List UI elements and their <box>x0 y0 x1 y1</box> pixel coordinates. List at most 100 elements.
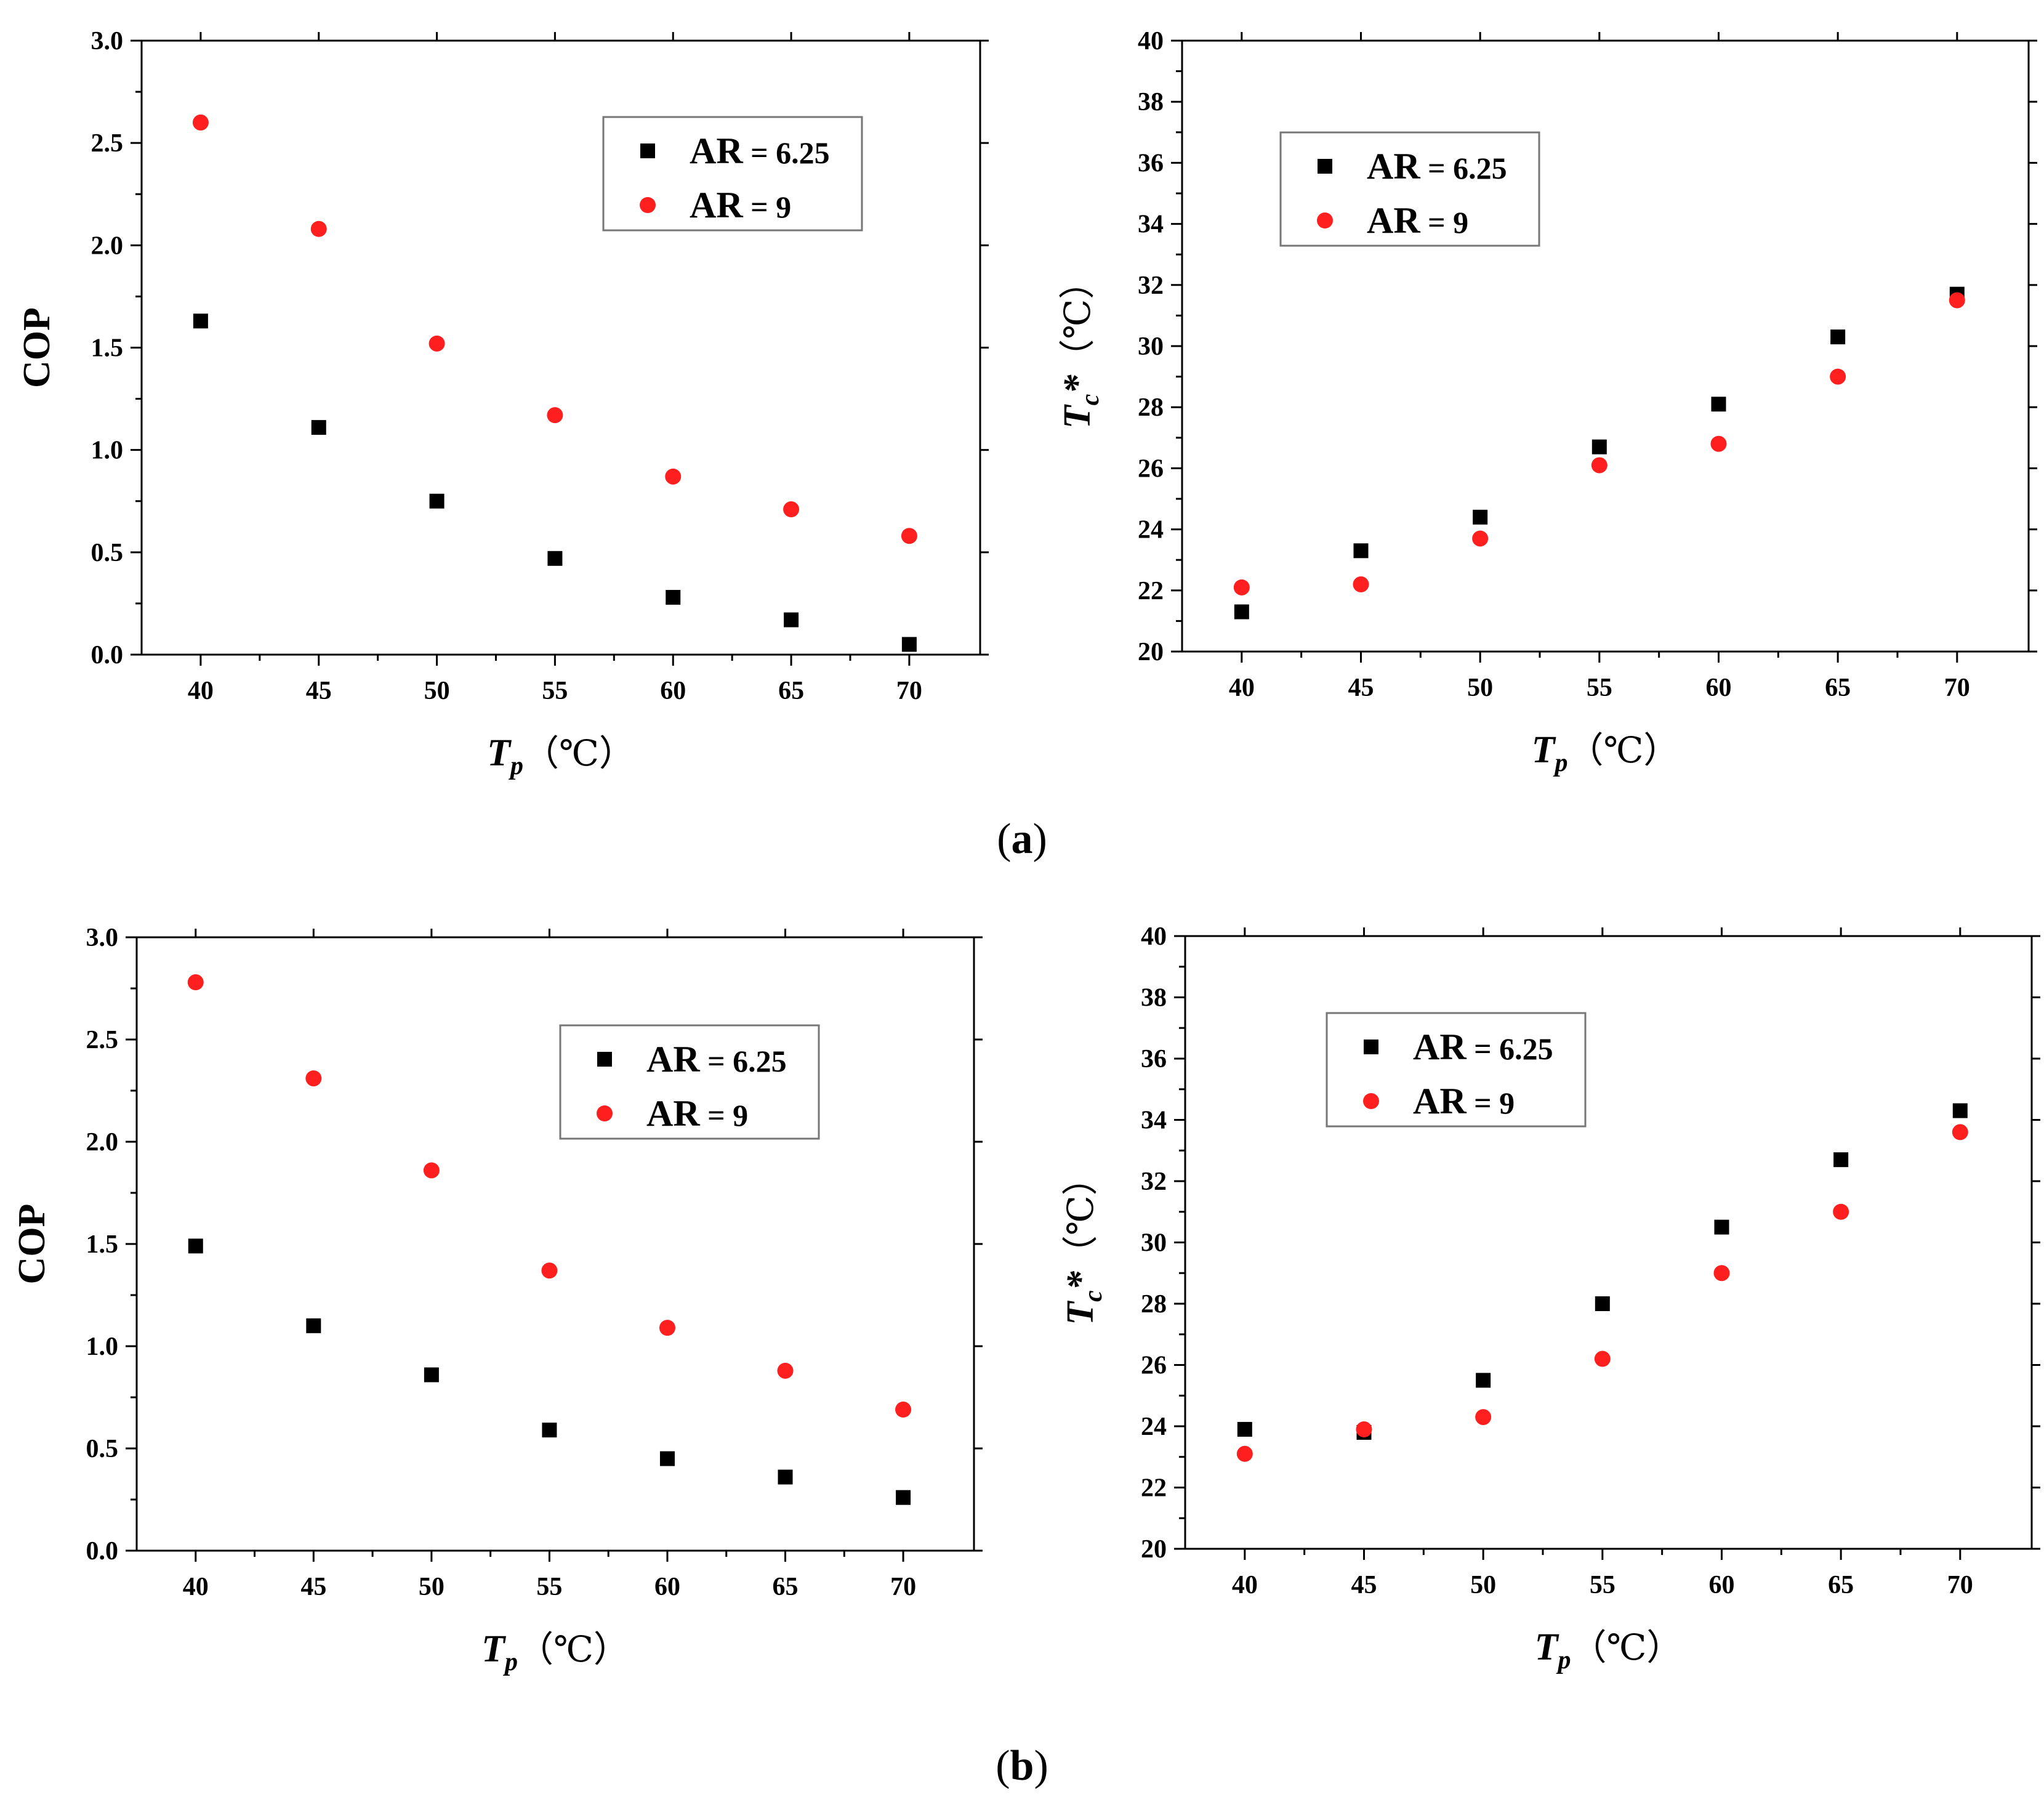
x-tick-label: 60 <box>1708 1571 1734 1599</box>
data-point-square <box>424 1367 439 1383</box>
data-point-circle <box>1591 457 1607 474</box>
data-point-square <box>188 1238 203 1254</box>
caption-b: (b) <box>996 1742 1048 1790</box>
x-axis-title: Tp（℃） <box>1532 729 1680 777</box>
data-point-circle <box>541 1262 558 1279</box>
data-point-circle <box>1475 1409 1492 1426</box>
y-tick-label: 32 <box>1138 272 1164 300</box>
legend-marker-square <box>1364 1040 1378 1054</box>
y-tick-label: 34 <box>1138 211 1164 239</box>
data-point-square <box>1711 397 1726 412</box>
data-point-circle <box>1233 579 1250 596</box>
y-tick-label: 0.5 <box>91 539 124 567</box>
x-tick-label: 70 <box>896 677 922 705</box>
legend-marker-circle <box>1363 1093 1379 1109</box>
caption-a: (a) <box>997 815 1047 863</box>
y-tick-label: 36 <box>1141 1045 1167 1073</box>
legend: AR = 6.25 AR = 9 <box>602 116 863 232</box>
y-tick-label: 24 <box>1138 516 1164 544</box>
data-point-square <box>1476 1373 1491 1388</box>
data-point-square <box>1591 439 1607 454</box>
data-point-circle <box>1353 576 1369 592</box>
x-tick-label: 45 <box>306 677 332 705</box>
series-1 <box>193 313 917 652</box>
x-tick-label: 65 <box>778 677 804 705</box>
x-tick-label: 40 <box>1232 1571 1258 1599</box>
data-point-circle <box>310 220 327 237</box>
x-tick-label: 70 <box>890 1573 916 1601</box>
x-axis-title: Tp（℃） <box>481 1628 629 1676</box>
y-tick-label: 1.0 <box>91 437 124 465</box>
y-tick-label: 36 <box>1138 149 1164 177</box>
data-point-square <box>1237 1421 1252 1437</box>
y-tick-label: 1.0 <box>86 1333 119 1361</box>
data-point-square <box>1353 543 1369 559</box>
data-point-square <box>193 313 208 329</box>
series-2 <box>192 114 917 544</box>
y-tick-label: 2.0 <box>86 1128 119 1157</box>
data-point-circle <box>187 974 204 991</box>
chart-b-left: 40 45 50 55 60 65 70 0.0 0.5 1.0 1.5 2.0 2.5 3.0 Tp（℃）… <box>11 924 983 1676</box>
legend-marker-square <box>640 143 655 158</box>
legend-marker-circle <box>597 1105 613 1121</box>
legend-label: AR = 9 <box>1367 200 1468 241</box>
data-point-circle <box>659 1320 675 1336</box>
y-axis-title: Tc*（℃） <box>1060 1160 1108 1325</box>
data-point-square <box>1595 1296 1610 1311</box>
y-tick-label: 34 <box>1141 1107 1167 1135</box>
y-tick-label: 2.0 <box>91 232 124 260</box>
x-tick-label: 55 <box>536 1573 562 1601</box>
y-tick-label: 1.5 <box>86 1230 119 1259</box>
y-tick-label: 2.5 <box>86 1026 119 1054</box>
data-point-square <box>1830 329 1846 345</box>
x-tick-label: 70 <box>1944 674 1970 702</box>
legend-marker-square <box>597 1052 612 1067</box>
series-2 <box>187 974 912 1418</box>
y-axis-title: COP <box>11 1204 53 1285</box>
data-point-circle <box>192 114 209 131</box>
legend-label: AR = 9 <box>646 1093 748 1134</box>
chart-b-right: 40 45 50 55 60 65 70 20 22 24 26 28 30 32 34 36 38 40 Tp（℃… <box>1060 923 2040 1674</box>
x-tick-label: 55 <box>1590 1571 1615 1599</box>
series-1 <box>1234 286 1965 620</box>
x-axis-title: Tp（℃） <box>1535 1626 1683 1674</box>
x-tick-label: 65 <box>773 1573 799 1601</box>
y-tick-label: 1.5 <box>91 334 124 363</box>
data-point-circle <box>1236 1445 1253 1462</box>
x-tick-label: 45 <box>1348 674 1374 702</box>
data-point-square <box>547 551 563 566</box>
x-tick-label: 50 <box>1467 674 1493 702</box>
data-point-circle <box>547 407 563 424</box>
y-tick-label: 26 <box>1141 1352 1167 1380</box>
data-point-circle <box>1833 1203 1849 1220</box>
x-tick-label: 45 <box>300 1573 326 1601</box>
y-tick-label: 38 <box>1141 984 1167 1012</box>
data-point-circle <box>1594 1351 1611 1367</box>
data-point-circle <box>895 1401 912 1418</box>
y-tick-label: 40 <box>1138 27 1164 55</box>
y-axis-title: COP <box>16 307 58 388</box>
y-tick-label: 30 <box>1141 1229 1167 1258</box>
x-tick-label: 50 <box>424 677 450 705</box>
legend-marker-circle <box>640 197 656 213</box>
data-point-circle <box>1472 530 1489 547</box>
series-2 <box>1233 292 1965 596</box>
y-tick-label: 26 <box>1138 454 1164 483</box>
data-point-square <box>1714 1219 1729 1235</box>
legend-marker-circle <box>1317 212 1333 228</box>
x-tick-label: 40 <box>188 677 214 705</box>
plot-frame <box>135 936 975 1552</box>
legend-label: AR = 9 <box>1413 1081 1515 1121</box>
chart-a-left: 40 45 50 55 60 65 70 0.0 0.5 1.0 1.5 2.0 2.5 3.0 Tp（℃）… <box>16 27 989 780</box>
legend-box <box>1279 131 1540 247</box>
data-point-circle <box>1952 1124 1968 1141</box>
data-point-circle <box>901 528 917 544</box>
y-tick-label: 22 <box>1138 577 1164 605</box>
data-point-square <box>901 637 917 652</box>
data-point-square <box>778 1469 793 1485</box>
x-tick-label: 65 <box>1825 674 1851 702</box>
data-point-circle <box>665 468 682 485</box>
y-axis-title: Tc*（℃） <box>1056 264 1104 429</box>
x-tick-label: 60 <box>660 677 686 705</box>
data-point-square <box>1234 604 1249 620</box>
